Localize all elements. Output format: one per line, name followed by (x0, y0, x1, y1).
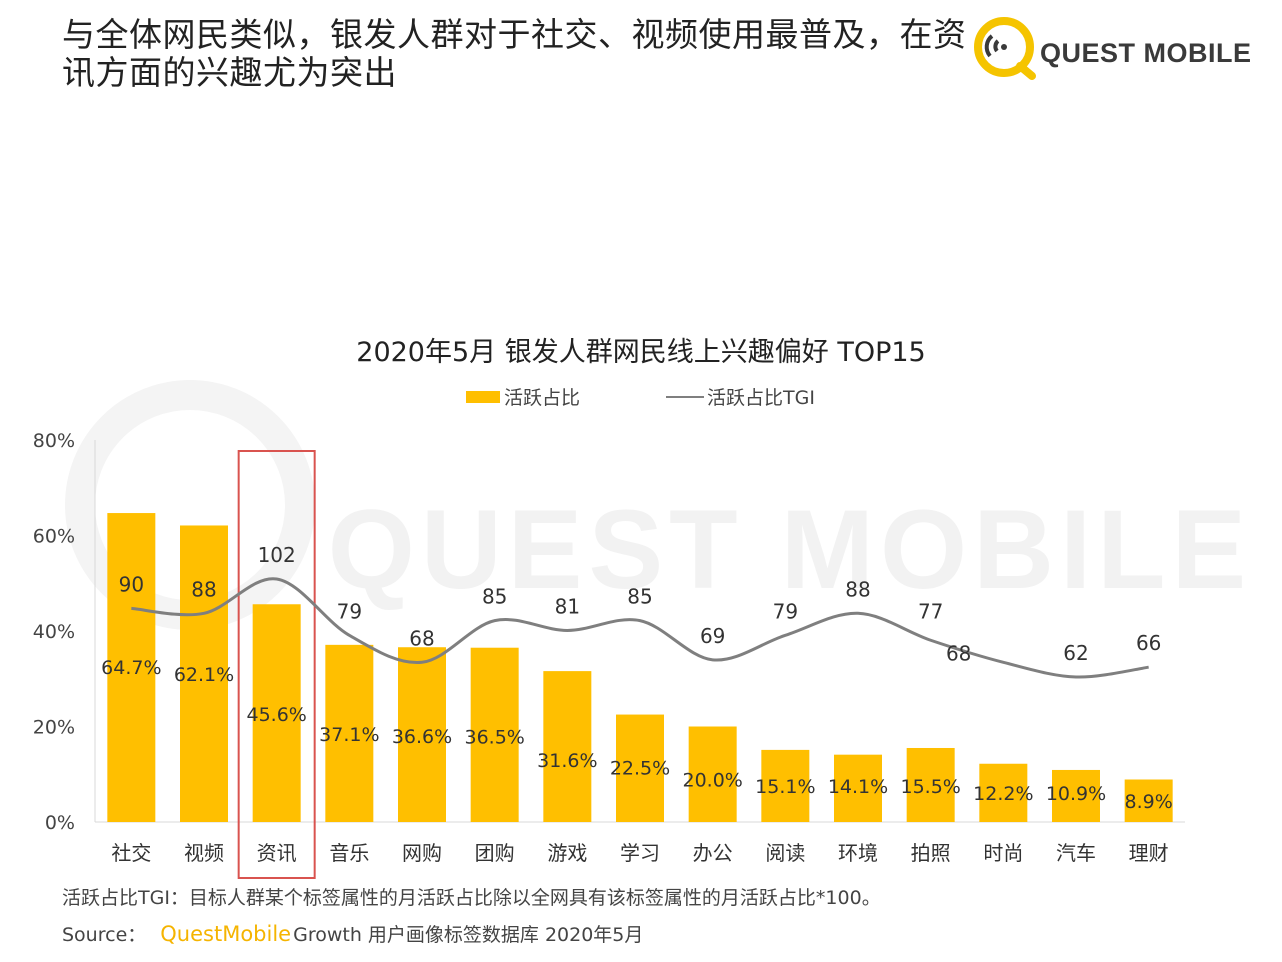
x-tick-label: 时尚 (983, 841, 1023, 865)
x-tick-label: 社交 (111, 841, 151, 865)
y-tick-label: 0% (45, 812, 75, 834)
legend-item-line: 活跃占比TGI (666, 383, 815, 410)
bar-value-label-办公: 20.0% (682, 770, 742, 792)
legend-label-bar: 活跃占比 (504, 387, 581, 409)
legend-label-line: 活跃占比TGI (707, 387, 815, 409)
bar-团购 (470, 647, 519, 822)
bar-理财 (1124, 779, 1173, 822)
bar-value-label-团购: 36.5% (464, 727, 524, 749)
x-tick-label: 拍照 (911, 841, 951, 865)
tgi-label-环境: 88 (845, 577, 870, 601)
x-tick-label: 视频 (184, 841, 224, 865)
bar-value-label-阅读: 15.1% (755, 776, 815, 798)
x-tick-label: 理财 (1129, 841, 1169, 865)
bar-value-label-拍照: 15.5% (900, 776, 960, 798)
y-tick-label: 80% (33, 430, 75, 452)
bar-value-label-音乐: 37.1% (319, 724, 379, 746)
bar-汽车 (1052, 769, 1100, 822)
highlight-box (237, 450, 316, 879)
legend-swatch-bar (466, 390, 500, 403)
x-tick-label: 阅读 (765, 841, 805, 865)
source-line: Source： QuestMobile Growth 用户画像标签数据库 202… (62, 920, 643, 947)
bar-value-label-资讯: 45.6% (246, 704, 306, 726)
bar-游戏 (543, 671, 592, 822)
source-text: Growth 用户画像标签数据库 2020年5月 (293, 924, 644, 946)
bar-value-label-时尚: 12.2% (973, 783, 1033, 805)
brand-logo-icon (974, 17, 1036, 80)
bar-社交 (107, 513, 156, 822)
x-tick-label: 学习 (620, 841, 660, 865)
tgi-label-团购: 85 (482, 585, 507, 609)
bar-资讯 (252, 604, 301, 822)
page-headline: 与全体网民类似，银发人群对于社交、视频使用最普及，在资讯方面的兴趣尤为突出 (62, 15, 967, 92)
bar-value-label-社交: 64.7% (101, 657, 161, 679)
bar-value-label-理财: 8.9% (1125, 791, 1173, 813)
tgi-label-音乐: 79 (337, 599, 362, 623)
tgi-label-阅读: 79 (773, 599, 798, 623)
x-tick-label: 音乐 (329, 841, 369, 865)
bar-网购 (398, 647, 446, 822)
bar-办公 (688, 726, 737, 822)
bar-value-label-视频: 62.1% (174, 664, 234, 686)
tgi-label-资讯: 102 (258, 543, 296, 567)
bar-学习 (616, 714, 664, 822)
tgi-label-汽车: 62 (1063, 641, 1088, 665)
bar-拍照 (906, 747, 955, 822)
x-tick-label: 办公 (693, 841, 733, 865)
bar-value-label-汽车: 10.9% (1046, 783, 1106, 805)
watermark-text: QUEST MOBILE (328, 487, 1252, 612)
x-tick-label: 汽车 (1056, 841, 1096, 865)
tgi-label-社交: 90 (119, 572, 144, 596)
tgi-label-学习: 85 (627, 585, 652, 609)
tgi-label-视频: 88 (191, 577, 216, 601)
bar-环境 (834, 754, 882, 822)
x-tick-label: 资讯 (257, 841, 297, 865)
bar-音乐 (325, 644, 374, 822)
tgi-label-时尚: 68 (946, 641, 971, 665)
x-tick-label: 团购 (475, 841, 515, 865)
bar-value-label-游戏: 31.6% (537, 750, 597, 772)
bar-value-label-网购: 36.6% (392, 726, 452, 748)
tgi-label-办公: 69 (700, 624, 725, 648)
legend-item-bar: 活跃占比 (466, 383, 580, 410)
tgi-label-理财: 66 (1136, 631, 1161, 655)
x-tick-label: 游戏 (547, 841, 587, 865)
bar-value-label-环境: 14.1% (828, 776, 888, 798)
y-tick-label: 40% (33, 621, 75, 643)
bar-视频 (180, 525, 228, 822)
bar-阅读 (761, 749, 810, 822)
x-tick-label: 网购 (402, 841, 442, 865)
tgi-label-网购: 68 (409, 626, 434, 650)
bar-时尚 (979, 763, 1028, 822)
x-tick-label: 环境 (838, 841, 878, 865)
tgi-note: 活跃占比TGI：目标人群某个标签属性的月活跃占比除以全网具有该标签属性的月活跃占… (62, 887, 881, 909)
tgi-label-拍照: 77 (918, 599, 943, 623)
brand-name: QUEST MOBILE (1040, 38, 1252, 68)
tgi-label-游戏: 81 (555, 594, 580, 618)
legend-swatch-line (666, 395, 704, 398)
chart-legend: 活跃占比 活跃占比TGI (0, 383, 1282, 410)
source-brand: QuestMobile (160, 922, 292, 946)
source-label: Source： (62, 924, 147, 946)
bar-value-label-学习: 22.5% (610, 758, 670, 780)
y-tick-label: 20% (33, 717, 75, 739)
tgi-line (131, 577, 1149, 679)
y-tick-label: 60% (33, 526, 75, 548)
chart-title: 2020年5月 银发人群网民线上兴趣偏好 TOP15 (356, 337, 926, 368)
